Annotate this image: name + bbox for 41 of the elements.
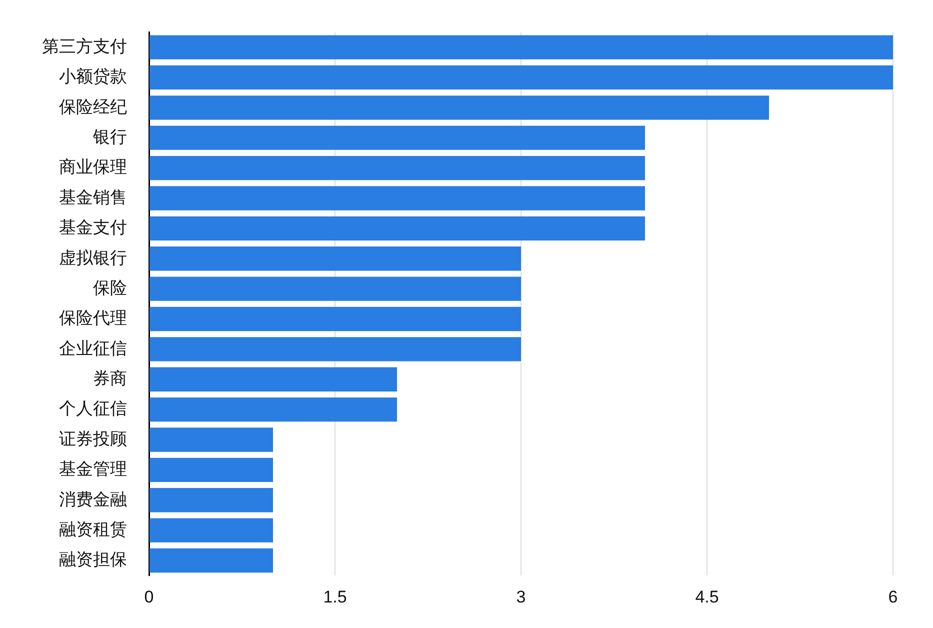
bar	[150, 306, 521, 332]
bar	[150, 186, 645, 210]
y-tick-label: 证券投顾	[59, 429, 127, 448]
bar	[150, 35, 893, 60]
bar	[150, 96, 769, 120]
bar	[150, 337, 521, 362]
y-tick-label: 基金支付	[59, 218, 127, 238]
bar	[150, 246, 521, 271]
x-tick-label: 3	[516, 587, 526, 606]
bar	[150, 428, 273, 452]
bar	[150, 518, 273, 542]
x-tick-label: 1.5	[323, 587, 347, 606]
bar	[150, 548, 273, 573]
y-tick-label: 银行	[92, 128, 127, 147]
y-tick-label: 第三方支付	[42, 36, 127, 56]
y-tick-label: 企业征信	[59, 338, 127, 358]
y-tick-label: 消费金融	[59, 490, 127, 509]
y-tick-label: 基金管理	[59, 460, 127, 479]
y-tick-label: 商业保理	[59, 158, 127, 177]
y-tick-label: 保险	[93, 278, 127, 298]
bar	[150, 488, 273, 512]
bar	[150, 276, 521, 301]
bar	[150, 126, 645, 150]
bar	[150, 156, 645, 180]
y-tick-label: 基金销售	[59, 188, 127, 207]
x-tick-label: 4.5	[695, 587, 719, 606]
bar	[150, 367, 397, 392]
y-tick-label: 券商	[93, 369, 127, 388]
bar	[150, 458, 273, 482]
bar	[150, 397, 397, 422]
y-tick-label: 融资担保	[59, 550, 127, 570]
y-tick-label: 融资租赁	[59, 520, 127, 540]
y-tick-label: 小额贷款	[59, 67, 127, 86]
y-tick-label: 个人征信	[59, 399, 127, 418]
x-tick-label: 0	[144, 587, 154, 606]
x-tick-label: 6	[888, 587, 898, 606]
y-tick-label: 保险经纪	[59, 97, 127, 116]
y-tick-label: 虚拟银行	[59, 248, 127, 268]
bar	[150, 65, 893, 90]
bar	[150, 216, 645, 241]
y-tick-label: 保险代理	[59, 308, 127, 328]
